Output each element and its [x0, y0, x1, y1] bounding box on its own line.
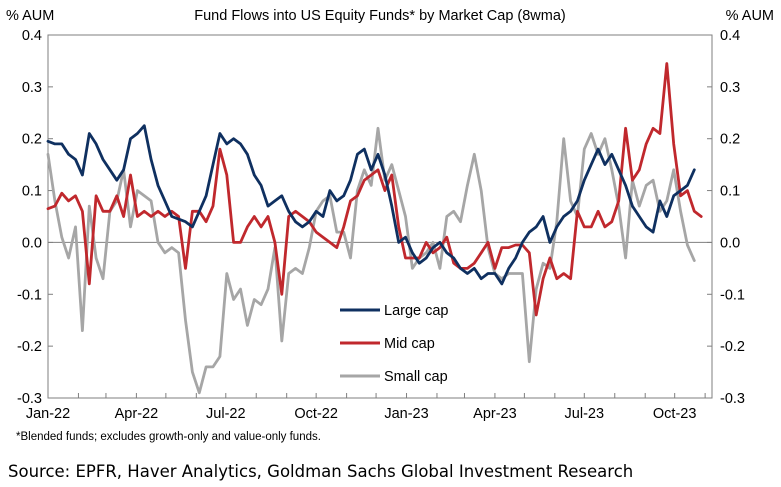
y-tick-label-left: 0.4: [22, 28, 42, 44]
series-line-small-cap: [46, 126, 696, 395]
y-tick-label-left: -0.2: [17, 339, 42, 355]
y-tick-label-left: 0.3: [22, 80, 42, 96]
series-line-large-cap: [46, 124, 696, 286]
y-tick-label-right: 0.3: [720, 80, 740, 96]
y-tick-label-right: 0.1: [720, 184, 740, 200]
y-tick-label-right: -0.1: [720, 287, 745, 303]
y-tick-label-left: -0.3: [17, 391, 42, 407]
y-axis-label-left: % AUM: [6, 8, 54, 24]
chart-title: Fund Flows into US Equity Funds* by Mark…: [194, 8, 566, 24]
y-tick-label-right: -0.2: [720, 339, 745, 355]
legend-label: Mid cap: [384, 336, 435, 352]
x-tick-label: Jul-22: [206, 406, 246, 422]
y-tick-label-left: 0.0: [22, 235, 42, 251]
x-tick-label: Jan-22: [26, 406, 70, 422]
y-tick-label-left: -0.1: [17, 287, 42, 303]
legend-label: Small cap: [384, 369, 448, 385]
y-tick-label-right: 0.4: [720, 28, 740, 44]
x-tick-label: Jul-23: [565, 406, 605, 422]
y-tick-label-left: 0.2: [22, 132, 42, 148]
source-note: Source: EPFR, Haver Analytics, Goldman S…: [8, 462, 634, 481]
x-tick-label: Oct-22: [294, 406, 338, 422]
y-tick-label-left: 0.1: [22, 184, 42, 200]
fund-flows-chart: Fund Flows into US Equity Funds* by Mark…: [6, 8, 774, 443]
y-tick-label-right: 0.0: [720, 235, 740, 251]
y-tick-label-right: -0.3: [720, 391, 745, 407]
y-axis-label-right: % AUM: [726, 8, 774, 24]
y-tick-label-right: 0.2: [720, 132, 740, 148]
legend-label: Large cap: [384, 303, 449, 319]
series-line-mid-cap: [46, 62, 703, 317]
footnote: *Blended funds; excludes growth-only and…: [16, 431, 321, 443]
x-tick-label: Oct-23: [653, 406, 697, 422]
plot-frame: [47, 34, 713, 399]
x-tick-label: Apr-22: [115, 406, 159, 422]
x-tick-label: Apr-23: [473, 406, 517, 422]
plot-area: 0.4 0.4 0.3 0.3 0.2 0.2 0.1 0.1 0.0 0.0 -0.1 -0.1 -0…: [17, 28, 745, 422]
x-tick-label: Jan-23: [384, 406, 428, 422]
